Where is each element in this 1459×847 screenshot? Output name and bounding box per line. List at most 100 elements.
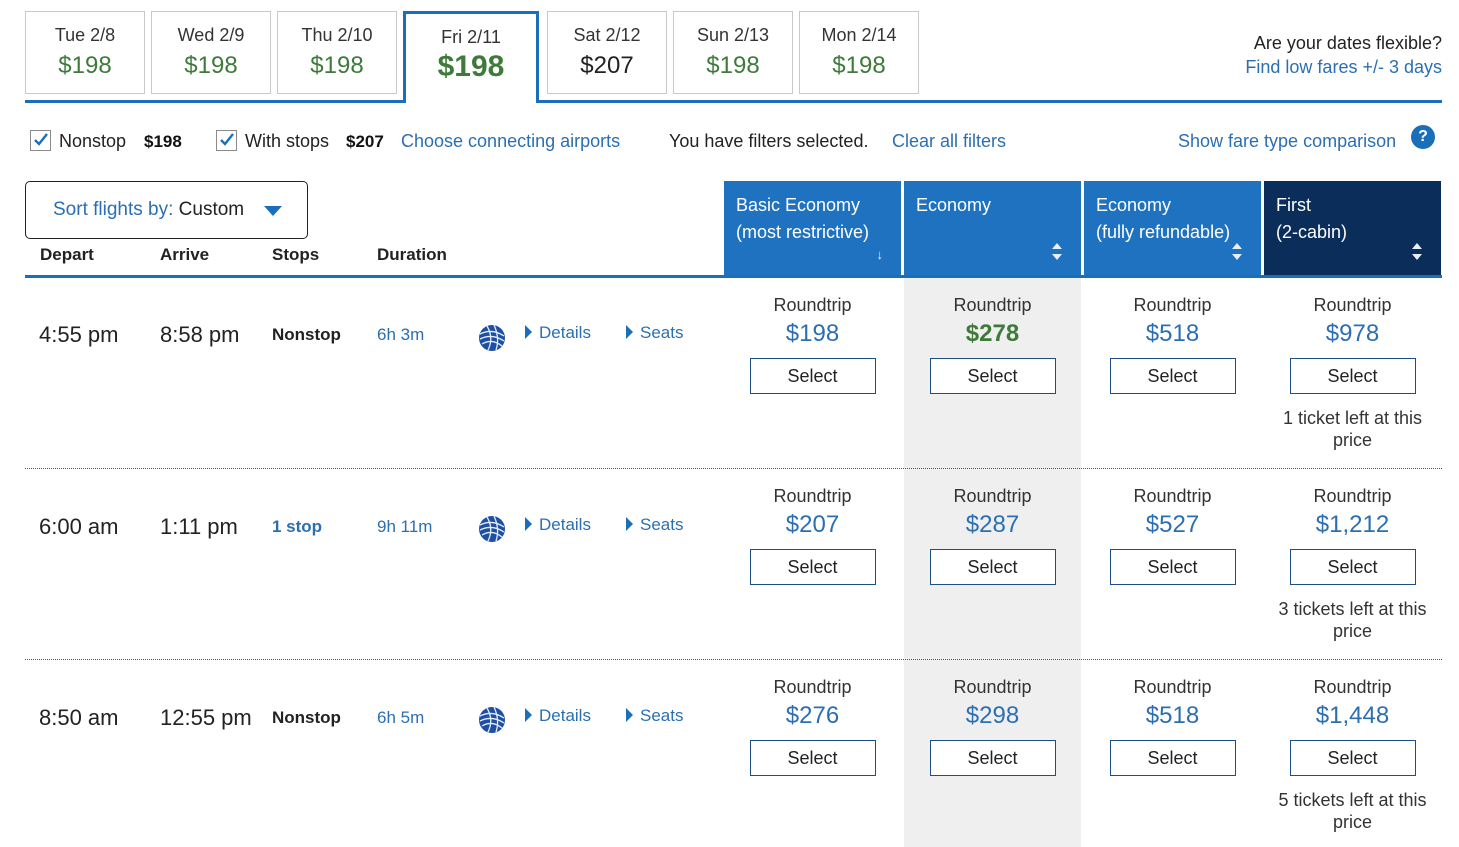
clear-all-filters-link[interactable]: Clear all filters [892, 131, 1007, 151]
row-divider [25, 659, 1442, 660]
fare-type-comparison-link[interactable]: Show fare type comparison [1178, 131, 1397, 151]
seats-toggle[interactable]: Seats [626, 323, 683, 343]
select-button[interactable]: Select [1289, 549, 1416, 585]
fare-price: $198 [785, 320, 840, 347]
stops-value: Nonstop [272, 708, 341, 727]
details-label: Details [539, 323, 591, 342]
fare-price: $207 [785, 511, 840, 538]
sort-down-arrow-icon: ↓ [876, 247, 884, 262]
fare-header-economy-refundable[interactable]: Economy (fully refundable) [1084, 181, 1261, 277]
date-tab-day: Sat 2/12 [573, 25, 641, 45]
fare-cell-economy: Roundtrip $287 Select [904, 486, 1081, 585]
flexible-dates-question: Are your dates flexible? [1253, 33, 1442, 53]
fare-header-economy[interactable]: Economy [904, 181, 1081, 277]
roundtrip-label: Roundtrip [953, 677, 1032, 697]
details-toggle[interactable]: Details [525, 515, 591, 535]
select-button[interactable]: Select [1289, 740, 1416, 776]
select-button[interactable]: Select [1109, 358, 1236, 394]
select-button[interactable]: Select [749, 740, 876, 776]
date-tab-day: Thu 2/10 [301, 25, 373, 45]
date-tab-day: Sun 2/13 [696, 25, 770, 45]
row-divider [25, 468, 1442, 469]
date-tab-fri-selected[interactable]: Fri 2/11 $198 [403, 11, 539, 103]
roundtrip-label: Roundtrip [1133, 486, 1212, 506]
fare-header-line1: Economy [916, 195, 992, 215]
roundtrip-label: Roundtrip [1133, 295, 1212, 315]
date-tab-sun[interactable]: Sun 2/13 $198 [673, 11, 793, 94]
select-button[interactable]: Select [749, 549, 876, 585]
stops-value-link[interactable]: 1 stop [272, 517, 323, 536]
date-tab-price: $198 [832, 52, 886, 79]
seats-toggle[interactable]: Seats [626, 706, 683, 726]
help-icon[interactable]: ? [1411, 125, 1435, 149]
stops-value: Nonstop [272, 325, 341, 344]
date-tab-day: Fri 2/11 [441, 27, 501, 47]
fare-cell-economy-refundable: Roundtrip $518 Select [1084, 677, 1261, 776]
fare-price: $298 [965, 702, 1020, 729]
choose-connecting-airports-link[interactable]: Choose connecting airports [401, 131, 621, 151]
roundtrip-label: Roundtrip [953, 486, 1032, 506]
details-toggle[interactable]: Details [525, 323, 591, 343]
depart-time: 6:00 am [39, 514, 119, 539]
date-tab-tue[interactable]: Tue 2/8 $198 [25, 11, 145, 94]
fare-header-line2: (2-cabin) [1276, 222, 1348, 242]
date-tabs-underline [25, 100, 1442, 103]
find-low-fares-link[interactable]: Find low fares +/- 3 days [1245, 57, 1442, 77]
select-button[interactable]: Select [1109, 549, 1236, 585]
select-button[interactable]: Select [929, 549, 1056, 585]
airline-globe-logo-icon [478, 515, 505, 542]
date-tab-day: Tue 2/8 [54, 25, 116, 45]
seats-label: Seats [640, 515, 684, 534]
withstops-price: $207 [346, 132, 384, 151]
checkmark-icon [220, 133, 234, 146]
checkmark-icon [34, 133, 48, 146]
seats-toggle[interactable]: Seats [626, 515, 683, 535]
fare-cell-economy-refundable: Roundtrip $527 Select [1084, 486, 1261, 585]
chevron-down-icon [264, 206, 282, 216]
select-button[interactable]: Select [1109, 740, 1236, 776]
sort-flights-dropdown[interactable]: Sort flights by: Custom [25, 181, 308, 239]
fare-price: $287 [965, 511, 1020, 538]
fare-header-basic-economy[interactable]: Basic Economy (most restrictive) ↓ [724, 181, 901, 277]
fare-header-line1: Basic Economy [736, 195, 861, 215]
nonstop-label: Nonstop [59, 131, 127, 151]
fare-cell-basic-economy: Roundtrip $276 Select [724, 677, 901, 776]
date-tab-wed[interactable]: Wed 2/9 $198 [151, 11, 271, 94]
column-header-arrive: Arrive [160, 245, 210, 264]
airline-globe-logo-icon [478, 324, 505, 351]
select-button[interactable]: Select [749, 358, 876, 394]
column-header-stops: Stops [272, 245, 320, 264]
duration-value: 9h 11m [377, 517, 433, 536]
select-button[interactable]: Select [929, 358, 1056, 394]
fare-price: $518 [1145, 702, 1200, 729]
arrive-time: 1:11 pm [160, 514, 238, 539]
seats-label: Seats [640, 706, 684, 725]
seats-left-note: 3 tickets left at this price [1278, 599, 1427, 641]
fare-header-line2: (fully refundable) [1096, 222, 1231, 242]
roundtrip-label: Roundtrip [773, 295, 852, 315]
date-tab-thu[interactable]: Thu 2/10 $198 [277, 11, 397, 94]
date-tab-price: $198 [437, 50, 505, 83]
nonstop-checkbox[interactable] [30, 130, 51, 151]
fare-price: $278 [965, 320, 1020, 347]
airline-globe-logo-icon [478, 706, 505, 733]
details-toggle[interactable]: Details [525, 706, 591, 726]
fare-price: $527 [1145, 511, 1200, 538]
seats-left-note: 5 tickets left at this price [1278, 790, 1427, 832]
triangle-right-icon [525, 708, 532, 722]
date-tab-mon[interactable]: Mon 2/14 $198 [799, 11, 919, 94]
sort-value: Custom [178, 199, 245, 220]
select-button[interactable]: Select [929, 740, 1056, 776]
roundtrip-label: Roundtrip [773, 677, 852, 697]
withstops-checkbox[interactable] [216, 130, 237, 151]
date-tab-sat[interactable]: Sat 2/12 $207 [547, 11, 667, 94]
duration-value: 6h 5m [377, 708, 425, 727]
header-underline [25, 275, 1442, 278]
seats-label: Seats [640, 323, 684, 342]
roundtrip-label: Roundtrip [1313, 295, 1392, 315]
roundtrip-label: Roundtrip [1313, 677, 1392, 697]
details-label: Details [539, 706, 591, 725]
select-button[interactable]: Select [1289, 358, 1416, 394]
fare-header-first[interactable]: First (2-cabin) [1264, 181, 1441, 277]
roundtrip-label: Roundtrip [1313, 486, 1392, 506]
